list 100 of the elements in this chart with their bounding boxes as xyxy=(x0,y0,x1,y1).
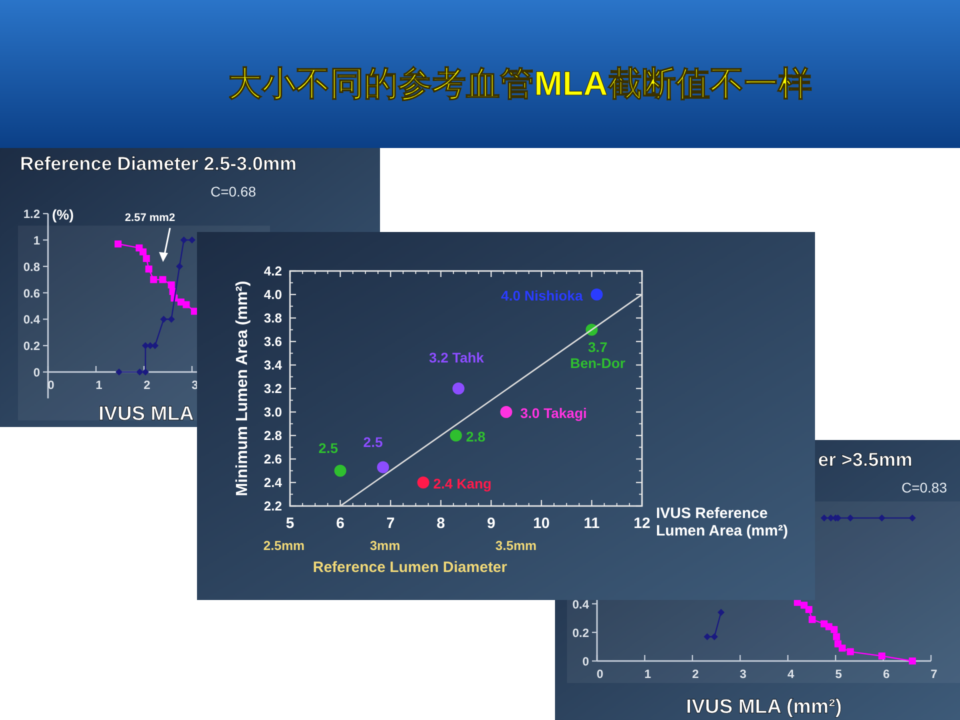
point xyxy=(808,616,816,624)
point xyxy=(168,281,175,288)
text: 3.5mm xyxy=(495,538,537,553)
annotation: 2.4 Kang xyxy=(433,476,492,492)
y-tick-label: 0.4 xyxy=(23,312,40,327)
annotation: 4.0 Nishioka xyxy=(501,288,583,304)
point xyxy=(188,236,196,244)
point xyxy=(160,316,168,323)
x-tick-label: 10 xyxy=(533,515,550,532)
point xyxy=(142,368,149,376)
y-tick-label: 2.4 xyxy=(264,475,283,490)
annotation: C=0.83 xyxy=(901,479,948,496)
y-tick-label: 2.2 xyxy=(264,498,282,514)
point xyxy=(838,644,846,652)
chart-title: er >3.5mm xyxy=(818,450,913,471)
point xyxy=(145,266,152,273)
y-tick-label: 0.4 xyxy=(572,597,590,612)
point xyxy=(180,236,188,244)
x-tick-label: 4 xyxy=(788,667,795,681)
text: C=0.68 xyxy=(210,184,256,200)
x-tick-label: 0 xyxy=(596,667,604,681)
chart-title: Reference Diameter 2.5-3.0mm xyxy=(20,154,297,175)
chart-title: 大小不同的参考血管MLA截断值不一样 xyxy=(228,65,812,103)
y-tick-label: 3.0 xyxy=(264,404,282,420)
y-tick-label: 0.6 xyxy=(23,286,40,300)
point xyxy=(827,514,834,522)
x-tick-label: 1 xyxy=(644,667,652,681)
x-tick-label: 9 xyxy=(486,515,496,532)
point xyxy=(176,262,184,270)
point xyxy=(114,240,122,248)
point xyxy=(334,464,346,477)
point xyxy=(820,514,828,522)
x-tick-label: 5 xyxy=(286,515,294,532)
point xyxy=(159,276,166,284)
annotation: 2.57 mm2 xyxy=(124,212,176,224)
x-tick-label: 3 xyxy=(740,667,747,681)
y-tick-label: 3.6 xyxy=(264,334,282,349)
point xyxy=(878,652,886,660)
point xyxy=(142,254,150,262)
x-tick-label: 7 xyxy=(930,667,938,681)
point xyxy=(377,461,390,474)
point xyxy=(846,514,854,522)
y-tick-label: 4.2 xyxy=(264,264,282,278)
x-tick-label: 6 xyxy=(882,667,890,681)
x-tick-label: 11 xyxy=(584,515,600,532)
point xyxy=(140,248,147,256)
point xyxy=(152,342,159,350)
point xyxy=(116,368,123,376)
point xyxy=(182,301,190,308)
point xyxy=(805,606,812,614)
point xyxy=(718,608,725,616)
point xyxy=(830,626,838,634)
annotation: 2.5 xyxy=(318,440,338,456)
x-tick-label: 1 xyxy=(96,378,103,392)
point xyxy=(878,514,886,522)
y-tick-label: 0 xyxy=(33,366,40,380)
x-tick-label: 6 xyxy=(336,515,344,532)
x-tick-label: 12 xyxy=(634,515,650,532)
annotation: 3.7 Ben-Dor xyxy=(570,338,626,371)
x-axis-title: IVUS MLA xyxy=(98,403,194,425)
y-tick-label: 3.2 xyxy=(264,381,282,396)
x-tick-label: 8 xyxy=(436,515,446,532)
annotation: 3.0 Takagi xyxy=(520,405,587,421)
x-tick-label: 2 xyxy=(692,667,700,681)
y-tick-label: 0.8 xyxy=(23,260,40,274)
point xyxy=(417,476,430,488)
point xyxy=(500,406,512,418)
y-tick-label: 3.8 xyxy=(264,310,282,326)
point xyxy=(450,430,462,442)
x-axis-title: IVUS MLA (mm²) xyxy=(686,696,842,718)
point xyxy=(908,658,916,664)
annotation: 2.8 xyxy=(466,428,486,444)
point xyxy=(168,316,175,323)
point xyxy=(142,342,149,350)
text: 3mm xyxy=(370,538,400,553)
point xyxy=(590,288,603,300)
point xyxy=(452,382,464,394)
x-tick-label: 5 xyxy=(835,667,842,681)
y-tick-label: 0 xyxy=(582,654,590,668)
y-tick-label: 1.2 xyxy=(23,207,40,222)
point xyxy=(136,368,144,376)
y-tick-label: 2.8 xyxy=(264,428,282,443)
point xyxy=(150,276,158,284)
y-tick-label: 4.0 xyxy=(264,287,282,302)
point xyxy=(908,514,916,522)
y-tick-label: 1 xyxy=(33,234,40,248)
point xyxy=(704,633,711,640)
point xyxy=(833,633,840,640)
annotation: 2.5 xyxy=(363,434,383,450)
y-tick-label: 0.2 xyxy=(23,339,40,354)
y-tick-label: 0.2 xyxy=(572,626,590,640)
y-tick-label: 2.6 xyxy=(264,452,282,466)
annotation: 3.2 Tahk xyxy=(428,350,484,366)
y-axis-title: (%) xyxy=(52,206,74,223)
x-tick-label: 7 xyxy=(386,515,395,532)
point xyxy=(846,648,854,656)
x-tick-label: 2 xyxy=(144,378,151,392)
x-axis-title: IVUS Reference Lumen Area (mm²) xyxy=(656,505,788,540)
y-axis-title: Minimum Lumen Area (mm²) xyxy=(234,280,251,496)
text: 2.5mm xyxy=(263,538,305,553)
